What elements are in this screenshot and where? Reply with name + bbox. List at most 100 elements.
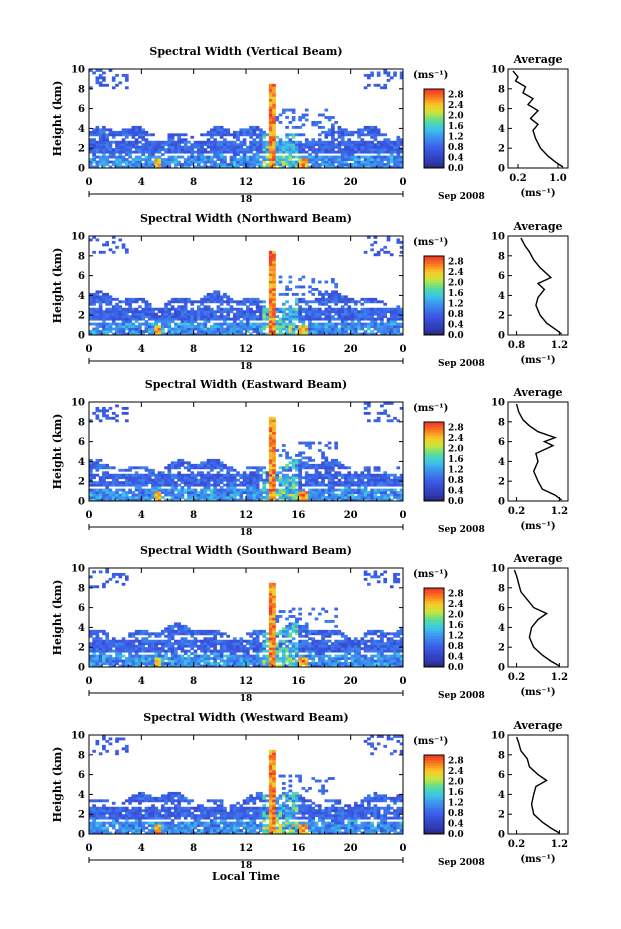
heatmap-cell	[249, 302, 253, 306]
heatmap-cell	[285, 491, 289, 494]
heatmap-cell	[268, 255, 273, 259]
heatmap-cell	[174, 140, 178, 144]
heatmap-cell	[154, 491, 159, 494]
heatmap-cell	[236, 302, 240, 306]
heatmap-cell	[370, 491, 374, 494]
heatmap-cell	[226, 128, 231, 132]
heatmap-cell	[340, 322, 345, 326]
heatmap-cell	[144, 322, 149, 326]
heatmap-cell	[92, 461, 96, 465]
y-axis-label: Height (km)	[51, 248, 64, 324]
heatmap-cell	[154, 647, 159, 651]
heatmap-cell	[200, 496, 204, 499]
heatmap-cell	[124, 642, 129, 646]
heatmap-cell	[350, 130, 355, 134]
heatmap-cell	[102, 310, 106, 314]
heatmap-cell	[317, 310, 322, 314]
heatmap-cell	[252, 498, 257, 502]
heatmap-cell	[281, 165, 286, 169]
heatmap-cell	[363, 73, 368, 77]
heatmap-cell	[128, 476, 132, 480]
heatmap-cell	[121, 473, 126, 477]
heatmap-cell	[102, 322, 106, 326]
heatmap-cell	[124, 644, 129, 648]
heatmap-cell	[340, 153, 345, 157]
heatmap-cell	[281, 158, 286, 161]
heatmap-cell	[92, 143, 96, 147]
heatmap-cell	[92, 300, 96, 304]
heatmap-cell	[285, 330, 289, 333]
heatmap-cell	[360, 297, 365, 301]
heatmap-cell	[200, 160, 204, 164]
heatmap-cell	[157, 332, 162, 336]
heatmap-cell	[317, 307, 322, 311]
heatmap-cell	[389, 155, 394, 159]
heatmap-cell	[399, 317, 404, 321]
heatmap-cell	[386, 419, 391, 423]
heatmap-cell	[170, 491, 175, 494]
heatmap-cell	[262, 165, 267, 169]
heatmap-cell	[272, 632, 276, 636]
heatmap-cell	[386, 325, 391, 328]
heatmap-cell	[219, 125, 224, 129]
heatmap-cell	[324, 327, 329, 331]
x-tick-label: 0	[400, 344, 407, 355]
heatmap-cell	[108, 248, 113, 252]
average-y-tick-label: 2	[498, 311, 505, 322]
heatmap-cell	[331, 327, 335, 331]
heatmap-cell	[216, 310, 221, 314]
heatmap-cell	[226, 486, 231, 490]
heatmap-cell	[255, 155, 260, 159]
heatmap-cell	[380, 143, 384, 147]
heatmap-cell	[321, 496, 325, 499]
heatmap-cell	[337, 493, 342, 497]
heatmap-cell	[121, 662, 126, 665]
heatmap-cell	[308, 307, 312, 311]
heatmap-cell	[386, 78, 391, 82]
heatmap-cell	[89, 458, 93, 462]
heatmap-cell	[281, 312, 286, 316]
heatmap-cell	[154, 478, 159, 482]
heatmap-cell	[334, 295, 338, 299]
heatmap-cell	[170, 483, 175, 487]
heatmap-cell	[219, 155, 224, 159]
heatmap-cell	[340, 297, 345, 301]
heatmap-cell	[105, 654, 110, 658]
heatmap-cell	[268, 424, 273, 428]
heatmap-cell	[118, 330, 123, 333]
heatmap-cell	[376, 310, 381, 314]
heatmap-cell	[350, 488, 355, 492]
heatmap-cell	[236, 165, 240, 169]
heatmap-cell	[170, 498, 175, 502]
heatmap-cell	[393, 150, 397, 154]
heatmap-cell	[98, 657, 103, 660]
heatmap-cell	[89, 332, 93, 336]
heatmap-cell	[216, 128, 221, 132]
heatmap-cell	[357, 163, 361, 166]
heatmap-cell	[291, 140, 296, 144]
heatmap-cell	[249, 325, 253, 328]
heatmap-cell	[180, 320, 185, 324]
heatmap-cell	[246, 498, 250, 502]
x-tick-label: 8	[190, 510, 197, 521]
heatmap-cell	[167, 478, 172, 482]
heatmap-cell	[141, 297, 145, 301]
heatmap-cell	[331, 468, 335, 472]
heatmap-cell	[115, 414, 119, 418]
heatmap-cell	[344, 327, 348, 331]
heatmap-cell	[389, 310, 394, 314]
heatmap-cell	[151, 140, 155, 144]
heatmap-cell	[196, 160, 201, 164]
heatmap-cell	[370, 307, 374, 311]
heatmap-cell	[164, 491, 168, 494]
heatmap-cell	[373, 253, 378, 257]
heatmap-cell	[213, 295, 217, 299]
heatmap-cell	[174, 473, 178, 477]
heatmap-cell	[295, 332, 299, 336]
heatmap-cell	[216, 466, 221, 470]
heatmap-cell	[105, 140, 110, 144]
heatmap-cell	[174, 461, 178, 465]
heatmap-cell	[334, 310, 338, 314]
heatmap-cell	[239, 130, 244, 134]
heatmap-cell	[193, 496, 198, 499]
